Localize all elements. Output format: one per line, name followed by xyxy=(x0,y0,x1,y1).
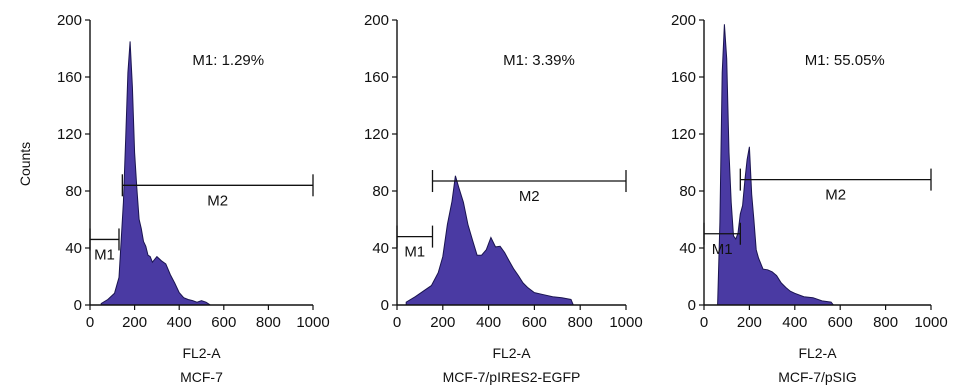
marker-m1-label: M1 xyxy=(712,241,733,258)
histogram-area xyxy=(100,41,211,306)
y-tick-label: 40 xyxy=(679,240,696,257)
y-tick-label: 120 xyxy=(364,126,389,143)
x-tick-label: 600 xyxy=(828,314,853,331)
x-tick-label: 400 xyxy=(782,314,807,331)
x-tick-label: 400 xyxy=(167,314,192,331)
panel-3: 0 40 80 120 160 200 0 200 400 600 800 1000 M1 M1: 55.… xyxy=(671,12,948,385)
y-tick-label: 160 xyxy=(364,69,389,86)
y-tick-label: 120 xyxy=(671,126,696,143)
y-tick-label: 80 xyxy=(679,183,696,200)
x-tick-label: 0 xyxy=(700,314,708,331)
y-tick-label: 0 xyxy=(74,297,82,314)
histogram-area xyxy=(717,24,835,306)
marker-m1-label: M1 xyxy=(94,246,115,263)
y-tick-label: 120 xyxy=(57,126,82,143)
x-tick-label: 200 xyxy=(737,314,762,331)
y-tick-label: 0 xyxy=(688,297,696,314)
x-tick-label: 1000 xyxy=(914,314,947,331)
panel-1: 0 40 80 120 160 200 0 200 400 600 800 1000 M1 M1: 1.2… xyxy=(57,12,330,385)
x-tick-label: 800 xyxy=(256,314,281,331)
marker-m2-label: M2 xyxy=(825,187,846,204)
y-tick-label: 40 xyxy=(372,240,389,257)
panel-title: MCF-7/pIRES2-EGFP xyxy=(443,369,581,385)
y-tick-label: 160 xyxy=(671,69,696,86)
x-tick-label: 200 xyxy=(430,314,455,331)
marker-m1-label: M1 xyxy=(404,244,425,261)
marker-stat-label: M1: 3.39% xyxy=(503,52,575,69)
y-tick-label: 0 xyxy=(381,297,389,314)
marker-stat-label: M1: 1.29% xyxy=(192,52,264,69)
y-tick-label: 80 xyxy=(65,183,82,200)
x-tick-label: 600 xyxy=(522,314,547,331)
panel-title: MCF-7/pSIG xyxy=(778,369,857,385)
marker-stat-label: M1: 55.05% xyxy=(805,52,885,69)
x-tick-label: 1000 xyxy=(609,314,642,331)
y-tick-label: 200 xyxy=(57,12,82,29)
x-tick-label: 600 xyxy=(211,314,236,331)
panel-2: 0 40 80 120 160 200 0 200 400 600 800 1000 M1 M1: 3.3… xyxy=(364,12,643,385)
x-tick-label: 400 xyxy=(476,314,501,331)
y-tick-label: 200 xyxy=(671,12,696,29)
x-tick-label: 800 xyxy=(873,314,898,331)
y-tick-label: 160 xyxy=(57,69,82,86)
x-tick-label: 1000 xyxy=(296,314,329,331)
x-axis-label: FL2-A xyxy=(182,345,221,361)
y-tick-label: 80 xyxy=(372,183,389,200)
x-tick-label: 200 xyxy=(122,314,147,331)
marker-m2-label: M2 xyxy=(519,188,540,205)
y-tick-label: 200 xyxy=(364,12,389,29)
y-axis-label: Counts xyxy=(17,142,33,186)
x-tick-label: 800 xyxy=(568,314,593,331)
x-tick-label: 0 xyxy=(86,314,94,331)
x-tick-label: 0 xyxy=(393,314,401,331)
y-tick-label: 40 xyxy=(65,240,82,257)
histogram-area xyxy=(405,175,574,306)
marker-m2-label: M2 xyxy=(207,192,228,209)
x-axis-label: FL2-A xyxy=(492,345,531,361)
x-axis-label: FL2-A xyxy=(798,345,837,361)
panel-title: MCF-7 xyxy=(180,369,223,385)
